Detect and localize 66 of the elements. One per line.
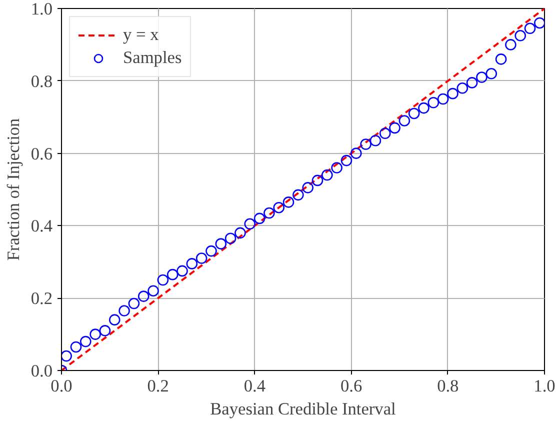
point [118, 305, 130, 316]
point [206, 245, 217, 257]
point [186, 258, 198, 270]
x-tick-label: 0.4 [244, 376, 266, 396]
point [166, 268, 178, 280]
point [350, 148, 362, 159]
point [408, 108, 420, 120]
point [322, 169, 333, 181]
x-tick-label: 0.6 [340, 376, 362, 396]
point [302, 182, 314, 194]
point [138, 290, 150, 302]
point [312, 174, 324, 186]
legend-label: y = x [123, 25, 159, 45]
x-tick-label: 0.2 [147, 376, 169, 396]
point [70, 341, 82, 353]
point [224, 232, 236, 244]
y-axis-title: Fraction of Injection [4, 118, 23, 261]
point [331, 162, 342, 174]
point [476, 72, 488, 83]
point [62, 350, 72, 362]
point [176, 265, 188, 277]
point [234, 227, 246, 239]
point [495, 54, 507, 65]
point [398, 115, 410, 126]
point [99, 325, 111, 336]
point [437, 93, 449, 105]
point [534, 17, 544, 29]
point [128, 298, 140, 310]
point [264, 207, 275, 219]
point [418, 102, 430, 114]
point [456, 82, 468, 94]
point [80, 336, 92, 348]
y-tick-label: 1.0 [30, 0, 53, 18]
point [447, 88, 458, 100]
point [254, 212, 266, 224]
point [90, 328, 101, 340]
point [215, 238, 227, 250]
point [524, 22, 536, 34]
point [148, 285, 159, 296]
legend-label: Samples [123, 48, 182, 68]
x-tick-label: 1.0 [534, 376, 556, 396]
point [292, 189, 304, 201]
point [196, 252, 208, 264]
y-tick-label: 0.4 [30, 216, 53, 236]
point [157, 274, 169, 286]
point [505, 39, 516, 50]
y-tick-label: 0.2 [30, 289, 53, 308]
point [486, 68, 498, 80]
y-tick-label: 0.8 [30, 72, 53, 91]
x-tick-label: 0.0 [50, 376, 72, 396]
point [360, 138, 372, 150]
point [370, 134, 382, 146]
point [428, 96, 440, 108]
point [282, 196, 294, 208]
y-tick-label: 0.6 [30, 144, 53, 164]
x-tick-label: 0.8 [437, 376, 459, 396]
y-tick-label: 0.0 [30, 362, 53, 380]
point [244, 218, 256, 230]
point [273, 202, 284, 214]
point [389, 122, 400, 134]
point [340, 154, 352, 166]
point [514, 30, 526, 42]
x-axis-title: Bayesian Credible Interval [210, 400, 396, 418]
point [379, 128, 391, 140]
point [108, 314, 120, 326]
point [466, 77, 478, 88]
